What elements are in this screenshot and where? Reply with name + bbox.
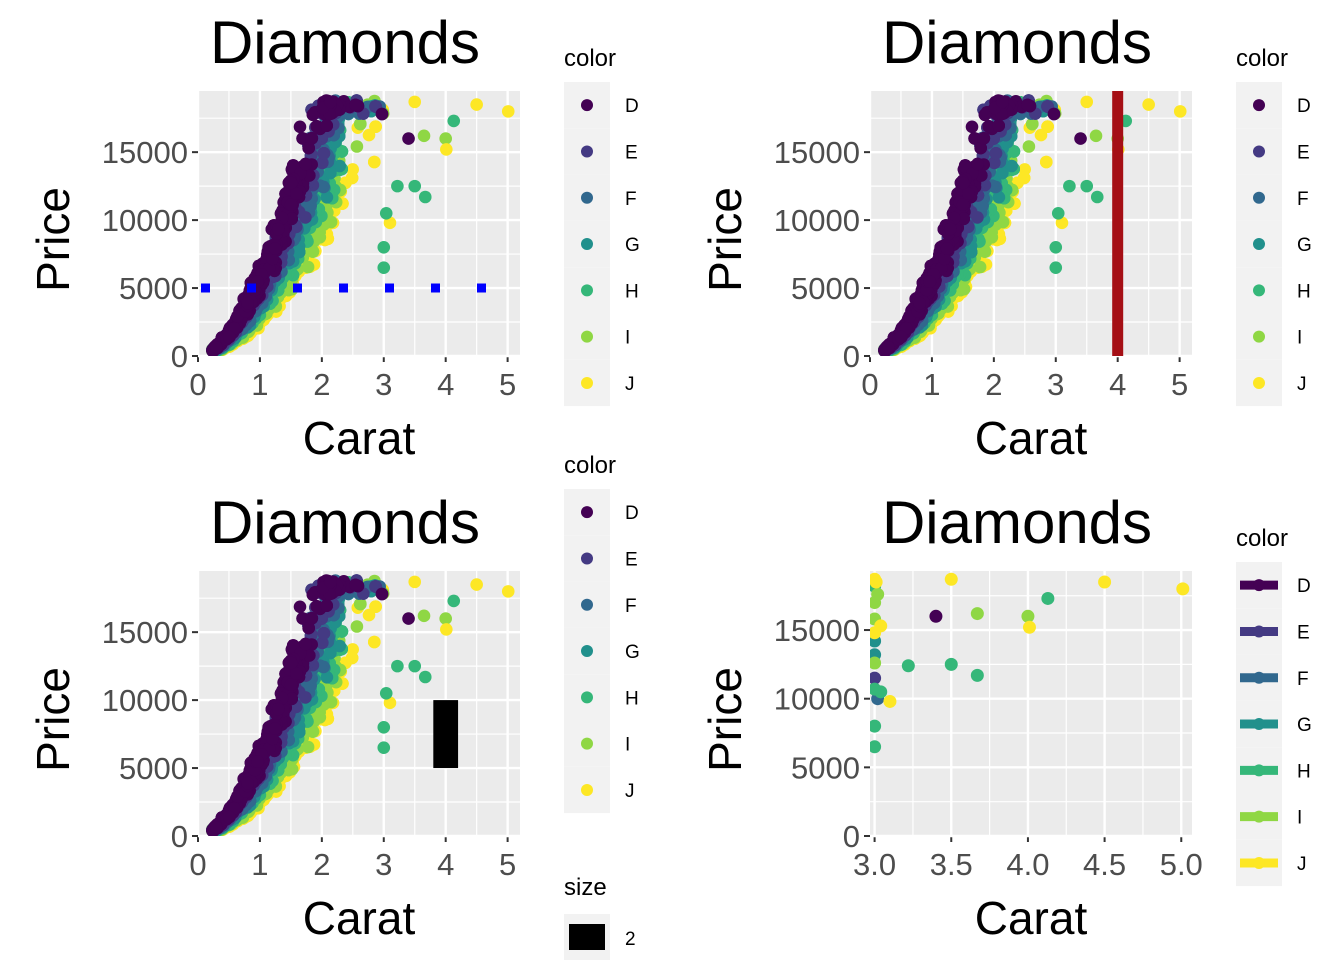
cloud-point bbox=[301, 260, 315, 274]
cloud-point bbox=[354, 117, 367, 131]
point-cloud bbox=[206, 94, 390, 356]
y-tick-label: 5000 bbox=[119, 271, 188, 306]
x-tick-label: 2 bbox=[313, 367, 330, 402]
cloud-point bbox=[317, 147, 331, 160]
y-tick-label: 0 bbox=[171, 339, 188, 374]
cloud-point bbox=[316, 156, 329, 170]
cloud-point bbox=[333, 159, 347, 173]
data-layer bbox=[198, 94, 520, 356]
cloud-point bbox=[292, 245, 306, 259]
cloud-point bbox=[335, 145, 349, 158]
x-tick-label: 1 bbox=[251, 367, 268, 402]
cloud-point bbox=[293, 120, 307, 134]
cloud-point bbox=[296, 132, 309, 145]
cloud-point bbox=[350, 140, 364, 153]
chart-title: Diamonds bbox=[210, 9, 480, 76]
x-tick-label: 0 bbox=[189, 367, 206, 402]
x-tick-label: 3 bbox=[375, 367, 392, 402]
cloud-point bbox=[324, 166, 337, 180]
x-tick-label: 5 bbox=[499, 367, 516, 402]
x-tick-label: 4 bbox=[437, 367, 454, 402]
cloud-point bbox=[306, 245, 320, 258]
y-tick-label: 15000 bbox=[102, 135, 188, 170]
cloud-point bbox=[302, 141, 316, 155]
cloud-point bbox=[345, 171, 359, 185]
cloud-point bbox=[369, 120, 382, 133]
cloud-point bbox=[368, 155, 381, 169]
cloud-point bbox=[304, 199, 317, 212]
y-tick-label: 10000 bbox=[102, 203, 188, 238]
